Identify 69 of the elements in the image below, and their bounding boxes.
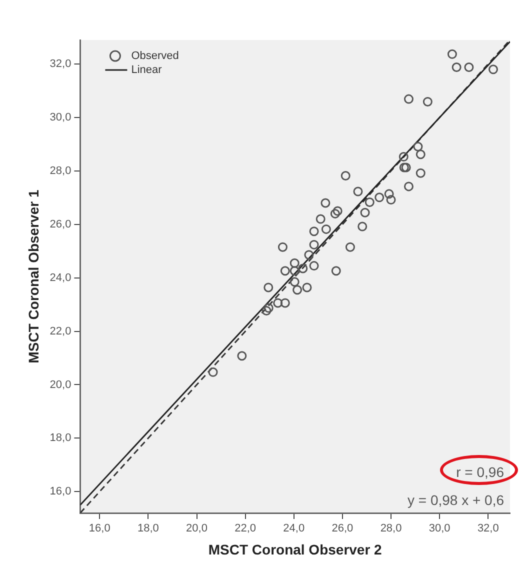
point: [262, 306, 272, 316]
y-tick-label: 18,0: [50, 432, 72, 444]
y-tick-label: 30,0: [50, 112, 72, 124]
y-tick-label: 22,0: [50, 325, 72, 338]
point: [292, 285, 302, 295]
point: [404, 182, 414, 192]
point: [316, 214, 326, 224]
point: [332, 206, 342, 216]
y-tick-label: 20,0: [50, 378, 72, 391]
point: [309, 226, 319, 236]
point: [320, 198, 330, 208]
point: [416, 150, 426, 160]
point: [264, 303, 274, 313]
x-tick-label: 26,0: [332, 522, 354, 535]
point: [280, 298, 290, 308]
point: [452, 62, 462, 72]
x-tick-label: 24,0: [283, 522, 305, 535]
point: [422, 96, 432, 106]
point: [304, 250, 314, 260]
point: [374, 192, 384, 202]
point: [384, 189, 394, 199]
point: [413, 142, 423, 152]
point: [290, 277, 300, 287]
point: [416, 168, 426, 178]
point: [273, 298, 283, 308]
point: [330, 208, 340, 218]
x-tick-label: 32,0: [477, 522, 499, 535]
x-tick-label: 22,0: [234, 522, 256, 535]
legend-label: Observed: [131, 50, 179, 62]
point: [488, 64, 498, 74]
x-tick-label: 16,0: [88, 522, 110, 535]
point: [280, 266, 290, 276]
point: [386, 195, 396, 205]
point: [404, 94, 414, 104]
x-tick-label: 30,0: [428, 522, 450, 535]
point: [298, 264, 308, 274]
point: [447, 49, 457, 59]
point: [208, 367, 218, 377]
y-tick-label: 32,0: [50, 58, 72, 70]
point: [302, 282, 312, 292]
point: [321, 224, 331, 234]
point: [464, 62, 474, 72]
y-axis-title: MSCT Coronal Observer 1: [25, 190, 42, 364]
point: [309, 240, 319, 250]
x-tick-label: 28,0: [380, 522, 402, 535]
point: [360, 208, 370, 218]
legend-label: Linear: [131, 64, 162, 76]
annotation: r = 0,96: [456, 464, 504, 480]
point: [353, 186, 363, 196]
point: [345, 242, 355, 252]
point: [364, 197, 374, 207]
x-axis-title: MSCT Coronal Observer 2: [208, 541, 382, 558]
point: [290, 266, 300, 276]
y-tick-label: 26,0: [50, 218, 72, 230]
point: [358, 222, 368, 232]
point: [340, 171, 350, 181]
y-tick-label: 16,0: [50, 486, 72, 498]
point: [237, 351, 247, 361]
x-tick-label: 18,0: [137, 522, 159, 535]
point: [331, 266, 341, 276]
y-tick-label: 24,0: [50, 272, 72, 284]
annotation: y = 0,98 x + 0,6: [407, 492, 504, 508]
point: [309, 261, 319, 271]
point: [264, 282, 274, 292]
x-tick-label: 20,0: [186, 522, 208, 535]
y-tick-label: 28,0: [50, 164, 72, 177]
point: [398, 152, 408, 162]
point: [278, 242, 288, 252]
point: [290, 258, 300, 268]
